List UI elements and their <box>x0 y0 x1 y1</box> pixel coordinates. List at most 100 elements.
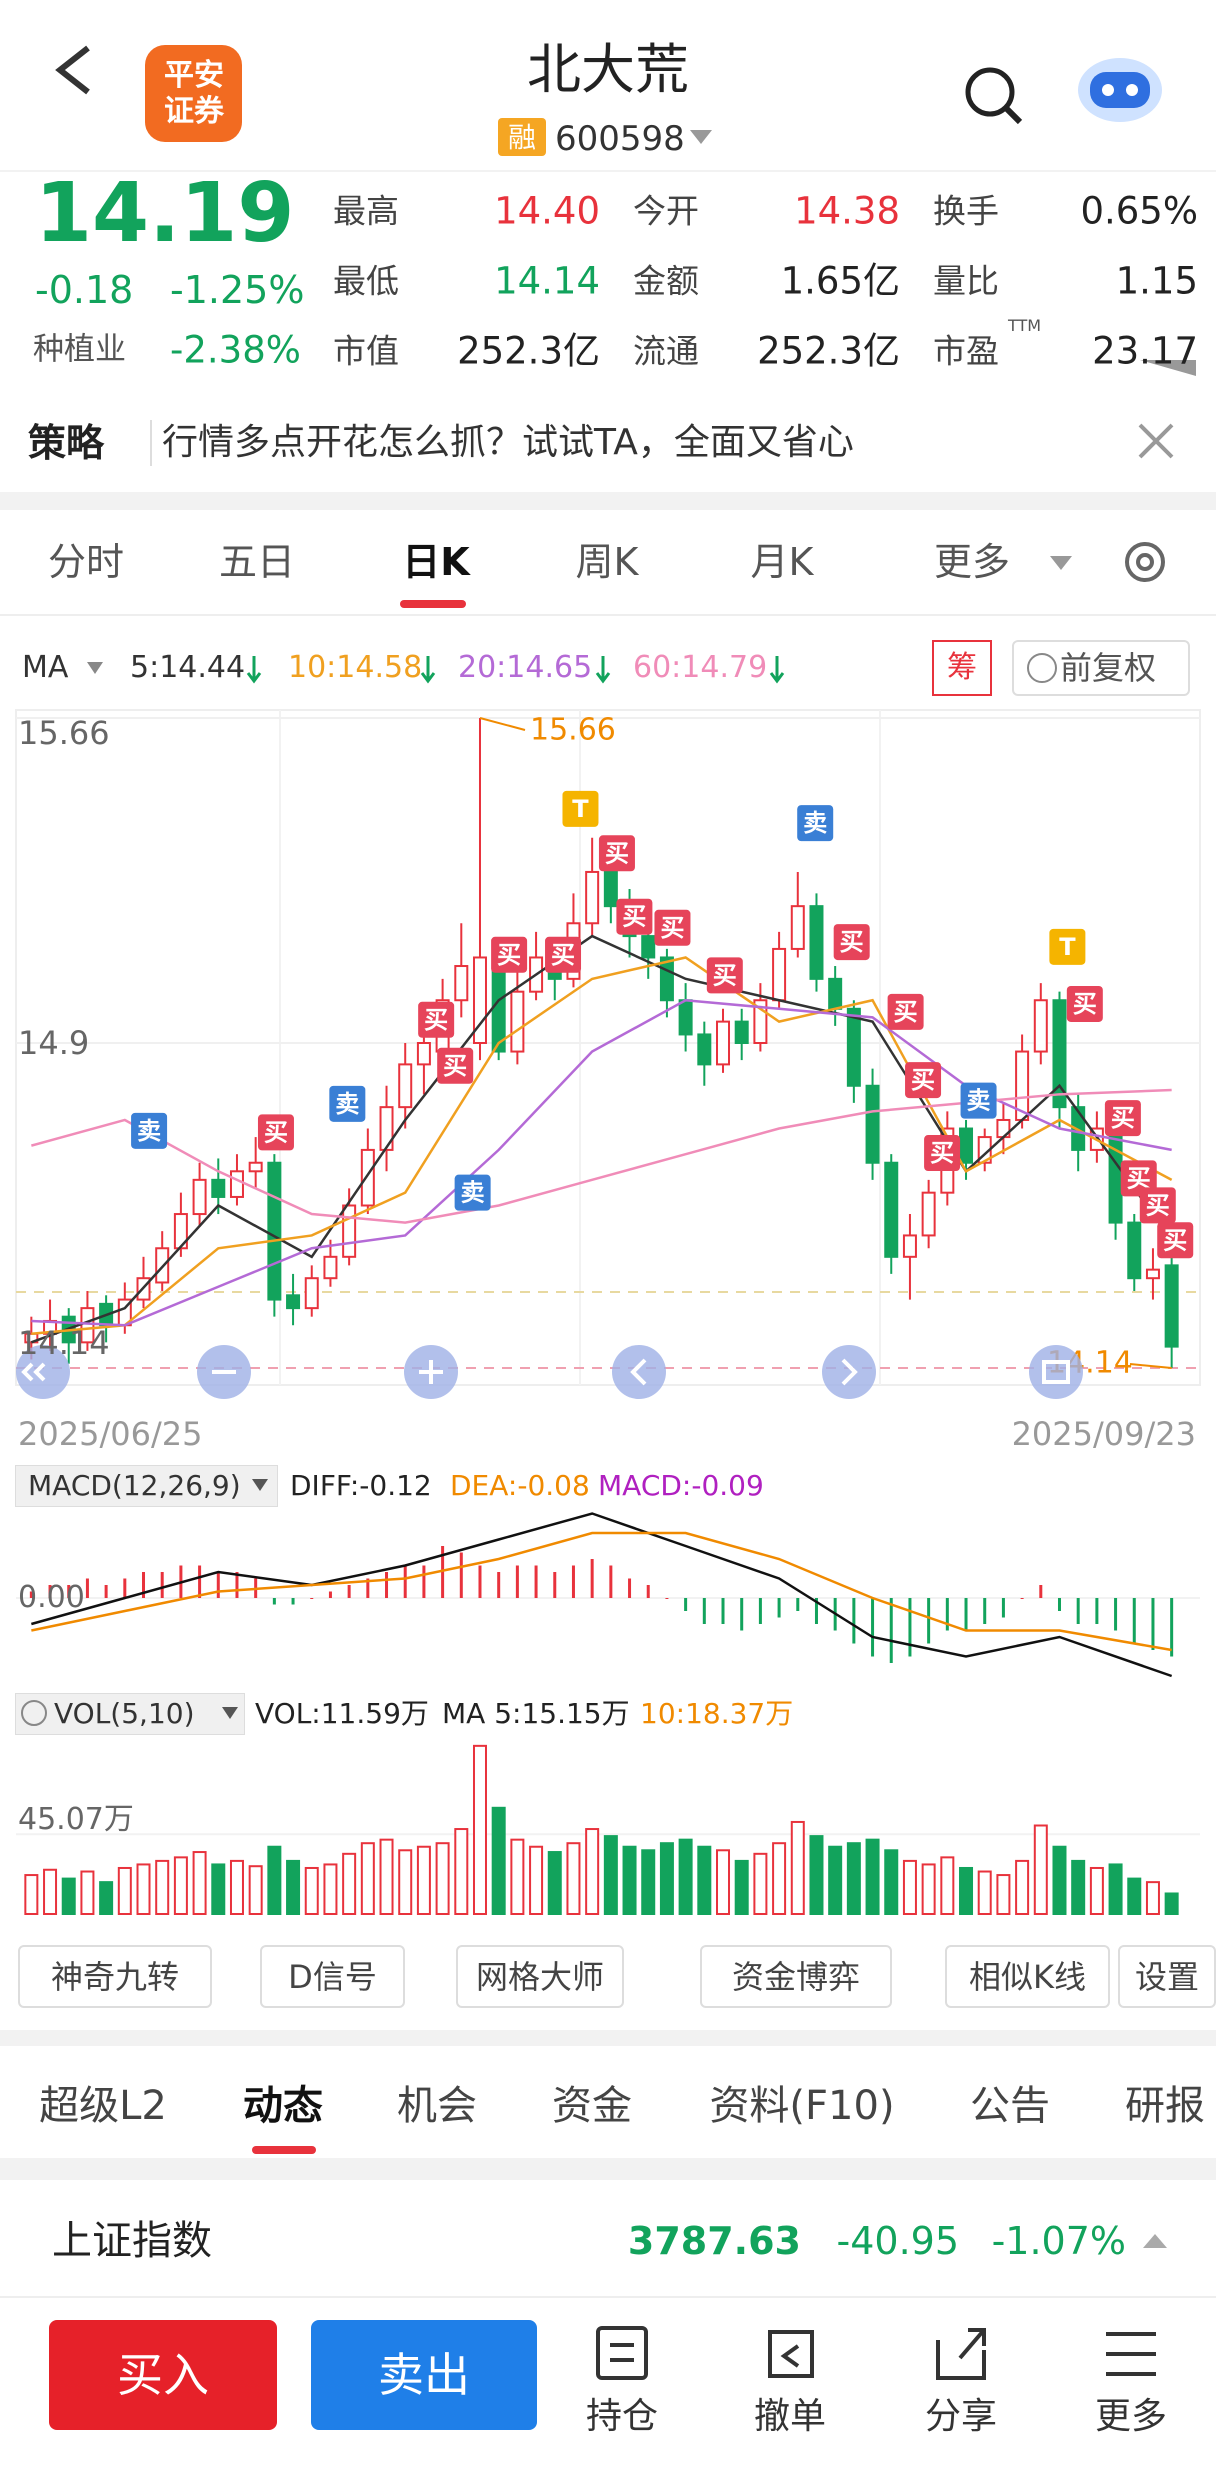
kline-yticks-0: 15.66 <box>18 714 110 752</box>
candle-body <box>959 1127 974 1164</box>
tool-button[interactable] <box>1118 1945 1216 2008</box>
chip-box[interactable] <box>932 640 992 696</box>
actions-buy[interactable]: 买入 <box>117 2348 209 2402</box>
tool-button[interactable] <box>260 1945 405 2008</box>
vol-box[interactable] <box>15 1693 245 1735</box>
actions-items-0[interactable]: 持仓 <box>585 2396 659 2437</box>
macd-box[interactable] <box>15 1465 278 1507</box>
volume-ma5-label: MA 5:15.15万 <box>442 1697 630 1730</box>
macd-bar <box>85 1578 89 1598</box>
tools-5[interactable]: 设置 <box>1134 1958 1200 1996</box>
volume-bar <box>211 1863 226 1915</box>
banner-tag: 策略 <box>28 421 105 465</box>
tools-4[interactable]: 相似K线 <box>969 1958 1086 1996</box>
kline-ma-label: MA <box>22 650 69 685</box>
quote-stats-6-value: 252.3亿 <box>457 329 600 373</box>
tools-2[interactable]: 网格大师 <box>475 1958 605 1996</box>
info-tabs-1[interactable]: 动态 <box>243 2083 323 2129</box>
buy-button[interactable] <box>49 2320 277 2430</box>
ma-dropdown[interactable] <box>87 662 103 674</box>
kline-chip[interactable]: 筹 <box>947 650 977 685</box>
close-icon[interactable] <box>1138 423 1174 459</box>
period-tabs-4[interactable]: 月K <box>750 540 814 584</box>
nav-button[interactable] <box>16 1345 70 1399</box>
adjust-box[interactable] <box>1012 640 1190 696</box>
volume-bar <box>61 1877 76 1915</box>
actions-items-1[interactable]: 撤单 <box>753 2396 827 2437</box>
volume-label[interactable]: VOL(5,10) <box>54 1697 195 1730</box>
signal-badge <box>833 924 870 961</box>
index-change-pct: -1.07% <box>991 2219 1126 2263</box>
volume-bar <box>603 1835 618 1915</box>
volume-bar <box>360 1842 375 1915</box>
signal-badge <box>960 1082 997 1119</box>
macd-yticks-0-label: 0.00 <box>18 1580 85 1615</box>
actions-items-3[interactable]: 更多 <box>1094 2396 1168 2437</box>
info-tabs-3[interactable]: 资金 <box>552 2083 632 2129</box>
tool-button[interactable] <box>18 1945 212 2008</box>
macd-bar <box>123 1578 127 1598</box>
volume-ma10-label: 10:18.37万 <box>640 1697 794 1730</box>
nav-button[interactable] <box>822 1345 876 1399</box>
info-tabs-6[interactable]: 研报 <box>1125 2083 1205 2129</box>
candle-body <box>267 1161 282 1301</box>
volume-bar <box>529 1845 544 1915</box>
cancel-icon[interactable] <box>768 2330 814 2378</box>
info-tab-underline <box>252 2146 316 2154</box>
actions-items-2[interactable]: 分享 <box>924 2396 998 2437</box>
signal-label: 买 <box>424 1006 448 1034</box>
period-tabs-0[interactable]: 分时 <box>47 540 125 584</box>
tools-3[interactable]: 资金博弈 <box>731 1958 861 1996</box>
volume-bar <box>884 1849 899 1916</box>
signal-badge <box>905 1062 942 1099</box>
expand-icon[interactable] <box>1143 2234 1167 2248</box>
signal-label: 买 <box>1073 990 1097 1018</box>
period-tabs-5[interactable]: 更多 <box>933 540 1011 584</box>
info-tabs-0[interactable]: 超级L2 <box>39 2083 167 2129</box>
nav-button[interactable] <box>1029 1345 1083 1399</box>
period-tabs-2[interactable]: 日K <box>402 540 470 584</box>
macd-bar <box>67 1585 71 1598</box>
macd-bar <box>1114 1598 1118 1631</box>
macd-bar <box>142 1572 146 1598</box>
quote-sector: 种植业 <box>33 331 126 368</box>
more-icon[interactable] <box>1050 556 1072 570</box>
share-icon[interactable] <box>936 2328 986 2380</box>
tool-button[interactable] <box>945 1945 1110 2008</box>
index-change: -40.95 <box>836 2219 960 2263</box>
info-tabs-5[interactable]: 公告 <box>970 2083 1050 2129</box>
macd-bar <box>1076 1598 1080 1624</box>
nav-button[interactable] <box>612 1345 666 1399</box>
info-tabs-4[interactable]: 资料(F10) <box>709 2083 895 2129</box>
back-icon[interactable] <box>55 45 90 95</box>
macd-bar <box>48 1585 52 1598</box>
quote-stats-2-label: 换手 <box>933 191 999 231</box>
volume-bar <box>491 1806 506 1916</box>
separator <box>0 2030 1216 2046</box>
signal-label: 买 <box>894 998 918 1026</box>
actions-sell[interactable]: 卖出 <box>378 2348 470 2402</box>
macd-label[interactable]: MACD(12,26,9) <box>28 1469 241 1502</box>
dropdown-icon[interactable] <box>690 130 712 144</box>
info-tabs-2[interactable]: 机会 <box>397 2083 477 2129</box>
banner-text[interactable]: 行情多点开花怎么抓？试试TA，全面又省心 <box>162 422 854 463</box>
tool-button[interactable] <box>456 1945 624 2008</box>
tools-1[interactable]: D信号 <box>288 1958 377 1996</box>
chart-frame <box>15 709 1201 1386</box>
signal-label: T <box>572 795 589 823</box>
settings-icon[interactable] <box>1125 542 1165 582</box>
period-tabs-1[interactable]: 五日 <box>218 540 296 584</box>
search-icon[interactable] <box>965 67 1015 117</box>
more-icon[interactable] <box>1106 2332 1156 2376</box>
quote-stats-5-label: 量比 <box>933 261 999 301</box>
macd-bar <box>871 1598 875 1657</box>
tool-button[interactable] <box>700 1945 892 2008</box>
volume-bar <box>1164 1892 1179 1916</box>
holdings-icon[interactable] <box>596 2326 648 2380</box>
kline-adjust[interactable]: 前复权 <box>1059 649 1157 687</box>
macd-bar <box>385 1572 389 1598</box>
period-tabs-3[interactable]: 周K <box>575 540 639 584</box>
sell-button[interactable] <box>311 2320 537 2430</box>
tools-0[interactable]: 神奇九转 <box>50 1958 180 1996</box>
down-arrow <box>246 656 262 684</box>
